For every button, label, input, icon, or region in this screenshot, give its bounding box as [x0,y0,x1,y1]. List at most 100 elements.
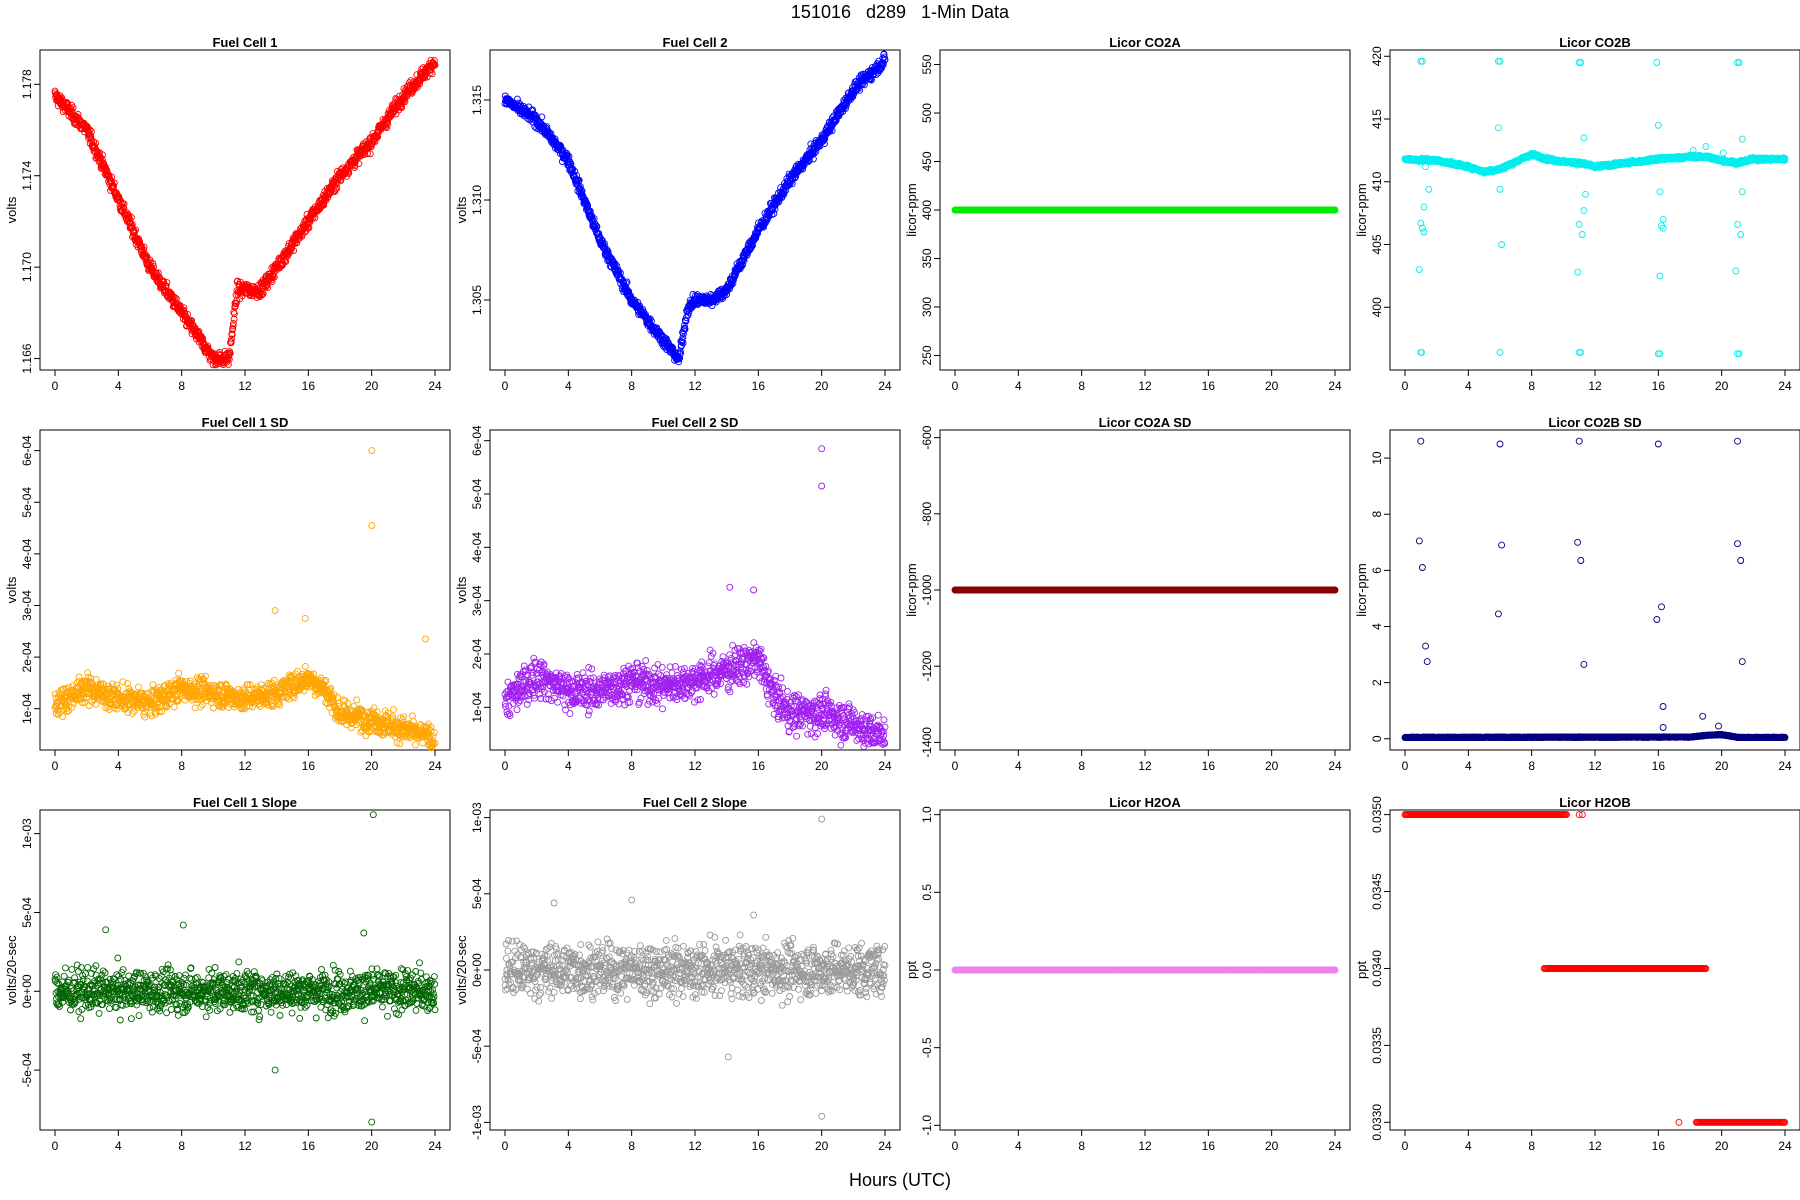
y-tick-label: 400 [1370,297,1384,317]
x-tick-label: 16 [1202,379,1216,393]
data-point [87,128,95,136]
data-point [227,339,235,347]
x-tick-label: 8 [178,379,185,393]
x-tick-label: 24 [428,759,442,773]
x-tick-label: 12 [1138,379,1152,393]
data-point [1498,241,1506,248]
y-tick-label: 1.170 [20,252,34,282]
panel-title: Licor CO2B [1559,35,1631,50]
data-point [1702,143,1710,151]
x-tick-label: 4 [115,759,122,773]
y-tick-label: 450 [920,151,934,171]
x-tick-label: 12 [238,379,252,393]
data-point [147,263,155,271]
x-tick-label: 24 [878,379,892,393]
y-axis-label: volts [454,196,469,223]
data-point [1580,207,1588,215]
data-point [229,324,237,332]
x-tick-label: 24 [428,379,442,393]
y-tick-label: 400 [920,200,934,220]
x-tick-label: 24 [1328,379,1342,393]
data-point [232,299,240,307]
x-tick-label: 0 [52,379,59,393]
x-tick-label: 4 [1015,379,1022,393]
data-point [367,143,375,151]
data-point [1574,268,1582,276]
data-point [113,189,120,197]
y-tick-label: 1.305 [470,285,484,315]
data-point [366,150,374,158]
figure-title: 151016 d289 1-Min Data [790,2,1010,22]
data-point [290,247,298,255]
data-point [1737,231,1745,238]
y-axis-label: volts [4,196,19,223]
data-point [333,184,341,192]
data-point [270,273,278,281]
x-tick-label: 0 [952,379,959,393]
data-point [199,334,207,342]
y-tick-label: 4e-04 [20,538,34,569]
panel-title: Fuel Cell 1 [212,35,277,50]
y-tick-label: 1.178 [20,69,34,99]
data-point [228,335,235,343]
data-point [1738,135,1746,143]
data-points [951,206,1339,214]
x-tick-label: 12 [238,759,252,773]
data-point [229,322,237,330]
panel-title: Fuel Cell 1 SD [202,415,289,430]
x-tick-label: 20 [815,379,829,393]
y-tick-label: 1.166 [20,343,34,373]
data-point [163,279,171,287]
x-tick-label: 16 [302,759,316,773]
data-point [187,317,195,325]
x-tick-label: 16 [1652,379,1666,393]
data-point [140,243,148,251]
data-point [150,263,158,271]
data-point [232,300,240,308]
data-points [51,56,439,369]
data-point [224,360,232,368]
plot-frame [1389,49,1800,371]
y-tick-label: 300 [920,297,934,317]
y-tick-label: 1e-04 [20,693,34,724]
y-tick-label: 5e-04 [20,487,34,518]
data-point [230,310,238,318]
x-tick-label: 20 [1265,379,1279,393]
data-point [1578,231,1586,238]
x-tick-label: 16 [752,379,766,393]
data-point [1656,272,1664,280]
data-point [1420,203,1428,211]
data-point [140,246,148,254]
y-tick-label: 2e-04 [20,641,34,672]
x-tick-label: 0 [1402,379,1409,393]
data-point [120,200,128,208]
y-tick-label: 1.310 [470,185,484,215]
panel-title: Licor CO2A [1109,35,1181,50]
data-point [1654,121,1662,129]
data-point [1653,59,1661,66]
x-tick-label: 20 [1715,379,1729,393]
data-point [226,349,234,357]
y-tick-label: 1.315 [470,85,484,115]
y-tick-label: 3e-04 [20,590,34,621]
data-point [1415,266,1423,274]
data-point [134,683,142,691]
data-point [1580,134,1588,142]
x-tick-label: 16 [302,379,316,393]
x-tick-label: 4 [1465,379,1472,393]
y-axis-label: licor-ppm [904,183,919,236]
x-tick-label: 8 [628,379,635,393]
data-point [1719,149,1727,157]
y-tick-label: 250 [920,345,934,365]
data-point [132,226,139,234]
x-tick-label: 8 [178,759,185,773]
data-point [100,162,108,170]
data-point [355,160,363,168]
data-point [1425,185,1433,193]
data-point [1575,220,1583,228]
data-point [204,342,212,350]
